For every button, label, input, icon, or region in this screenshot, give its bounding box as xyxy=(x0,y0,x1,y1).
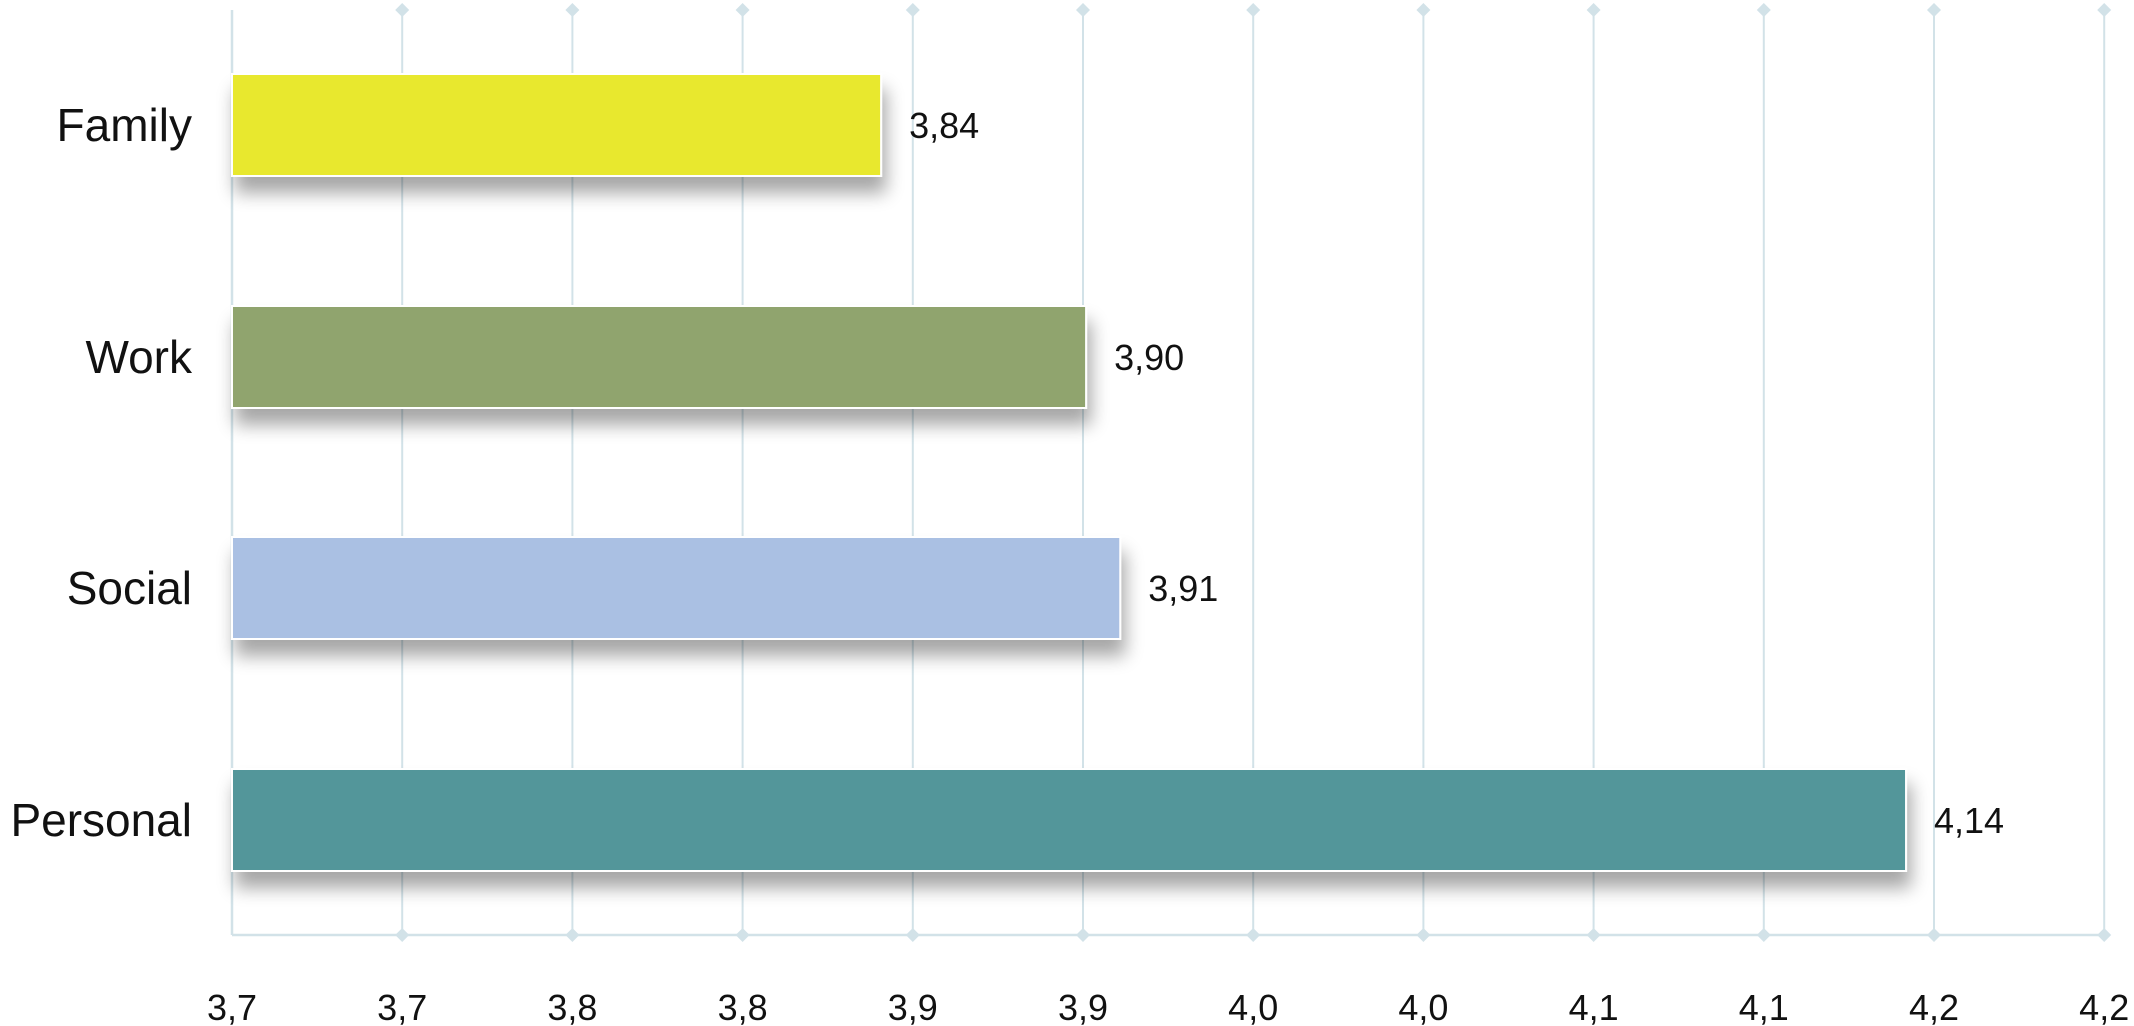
x-tick-label: 3,7 xyxy=(377,987,427,1026)
x-tick-label: 4,2 xyxy=(1909,987,1959,1026)
value-label: 4,14 xyxy=(1934,800,2004,841)
category-label: Social xyxy=(67,562,192,614)
bar-social xyxy=(231,536,1122,640)
grid-marker xyxy=(735,3,750,17)
x-tick-label: 3,8 xyxy=(547,987,597,1026)
bar-work xyxy=(231,305,1088,409)
grid-marker xyxy=(905,3,920,17)
grid-marker xyxy=(1416,3,1431,17)
x-tick-label: 4,1 xyxy=(1739,987,1789,1026)
bar-personal xyxy=(231,768,1908,872)
grid-marker xyxy=(395,3,410,17)
grid-marker xyxy=(565,3,580,17)
grid-marker xyxy=(1246,3,1261,17)
x-tick-label: 3,9 xyxy=(888,987,938,1026)
grid-marker xyxy=(1076,3,1090,17)
x-tick-label: 4,2 xyxy=(2079,987,2129,1026)
category-label: Personal xyxy=(10,794,192,846)
grid-marker xyxy=(1586,3,1601,17)
bar-family xyxy=(231,73,883,177)
x-tick-label: 3,9 xyxy=(1058,987,1108,1026)
labels: 3,7 3,7 3,8 3,8 3,9 3,9 4,0 4,0 4,1 4,1 4,2 4,2 3,84… xyxy=(10,99,2129,1026)
grid-marker xyxy=(1927,3,1941,17)
x-tick-label: 4,0 xyxy=(1398,987,1448,1026)
x-tick-label: 3,7 xyxy=(207,987,257,1026)
grid-marker xyxy=(1756,3,1771,17)
x-tick-label: 4,1 xyxy=(1569,987,1619,1026)
bars xyxy=(231,73,1908,872)
category-label: Work xyxy=(86,331,193,383)
x-tick-label: 3,8 xyxy=(718,987,768,1026)
value-label: 3,91 xyxy=(1148,568,1218,609)
value-label: 3,84 xyxy=(909,105,979,146)
value-label: 3,90 xyxy=(1114,337,1184,378)
category-label: Family xyxy=(57,99,192,151)
grid-marker xyxy=(2097,3,2112,17)
x-tick-label: 4,0 xyxy=(1228,987,1278,1026)
